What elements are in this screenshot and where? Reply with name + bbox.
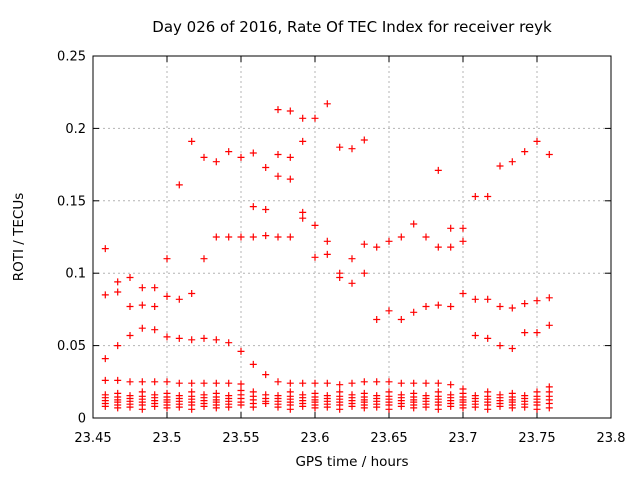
plot-border <box>92 55 612 419</box>
x-tick-label: 23.7 <box>449 431 478 446</box>
x-tick-label: 23.45 <box>74 431 111 446</box>
y-tick-label: 0.25 <box>57 50 86 65</box>
axis-layer <box>92 55 612 419</box>
x-axis-label: GPS time / hours <box>295 454 408 470</box>
y-tick-label: 0 <box>78 412 86 427</box>
x-tick-label: 23.75 <box>518 431 555 446</box>
y-axis-label: ROTI / TECUs <box>11 193 27 281</box>
y-tick-label: 0.1 <box>65 267 86 282</box>
roti-data-points <box>101 100 553 413</box>
y-tick-label: 0.15 <box>57 194 86 209</box>
y-tick-label: 0.2 <box>65 122 86 137</box>
grid-layer <box>93 56 611 418</box>
chart-title: Day 026 of 2016, Rate Of TEC Index for r… <box>152 18 552 36</box>
tick-label-layer: 23.45 23.5 23.55 23.6 23.65 23.7 23.75 23.8 0 0.0… <box>57 50 625 447</box>
x-tick-label: 23.55 <box>222 431 259 446</box>
x-tick-label: 23.8 <box>597 431 626 446</box>
x-tick-label: 23.5 <box>153 431 182 446</box>
x-tick-label: 23.65 <box>370 431 407 446</box>
data-points-layer <box>101 100 553 413</box>
y-tick-label: 0.05 <box>57 339 86 354</box>
x-tick-label: 23.6 <box>301 431 330 446</box>
